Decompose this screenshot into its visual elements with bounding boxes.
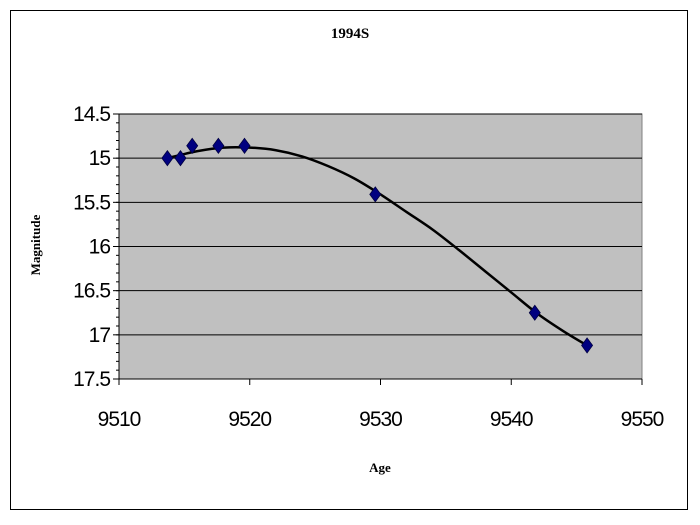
y-tick-label: 16.5 xyxy=(73,280,110,303)
y-tick-label: 14.5 xyxy=(73,103,110,126)
data-point xyxy=(238,137,251,154)
data-point xyxy=(174,149,187,167)
y-tick-label: 15 xyxy=(89,147,111,170)
data-point xyxy=(212,137,225,154)
data-point xyxy=(581,337,594,354)
y-tick-label: 15.5 xyxy=(73,191,110,214)
x-tick-label: 9510 xyxy=(98,408,141,431)
data-point xyxy=(161,149,174,167)
y-tick-label: 17 xyxy=(89,324,111,347)
y-tick-label: 16 xyxy=(89,236,111,259)
data-points xyxy=(161,137,594,354)
axes xyxy=(113,113,643,385)
y-tick-label: 17.5 xyxy=(73,368,110,391)
x-tick-label: 9550 xyxy=(621,408,664,431)
data-point xyxy=(186,137,199,154)
data-point xyxy=(528,304,541,321)
x-tick-label: 9540 xyxy=(490,408,533,431)
chart-title: 1994S xyxy=(330,26,370,42)
x-tick-label: 9520 xyxy=(228,408,271,431)
data-point xyxy=(369,186,382,203)
x-axis-label: Age xyxy=(369,460,391,475)
tick-labels: 14.5 15 15.5 16 16.5 17 17.5 9510 9520 9530 9540 95… xyxy=(73,103,665,431)
x-tick-label: 9530 xyxy=(359,408,402,431)
